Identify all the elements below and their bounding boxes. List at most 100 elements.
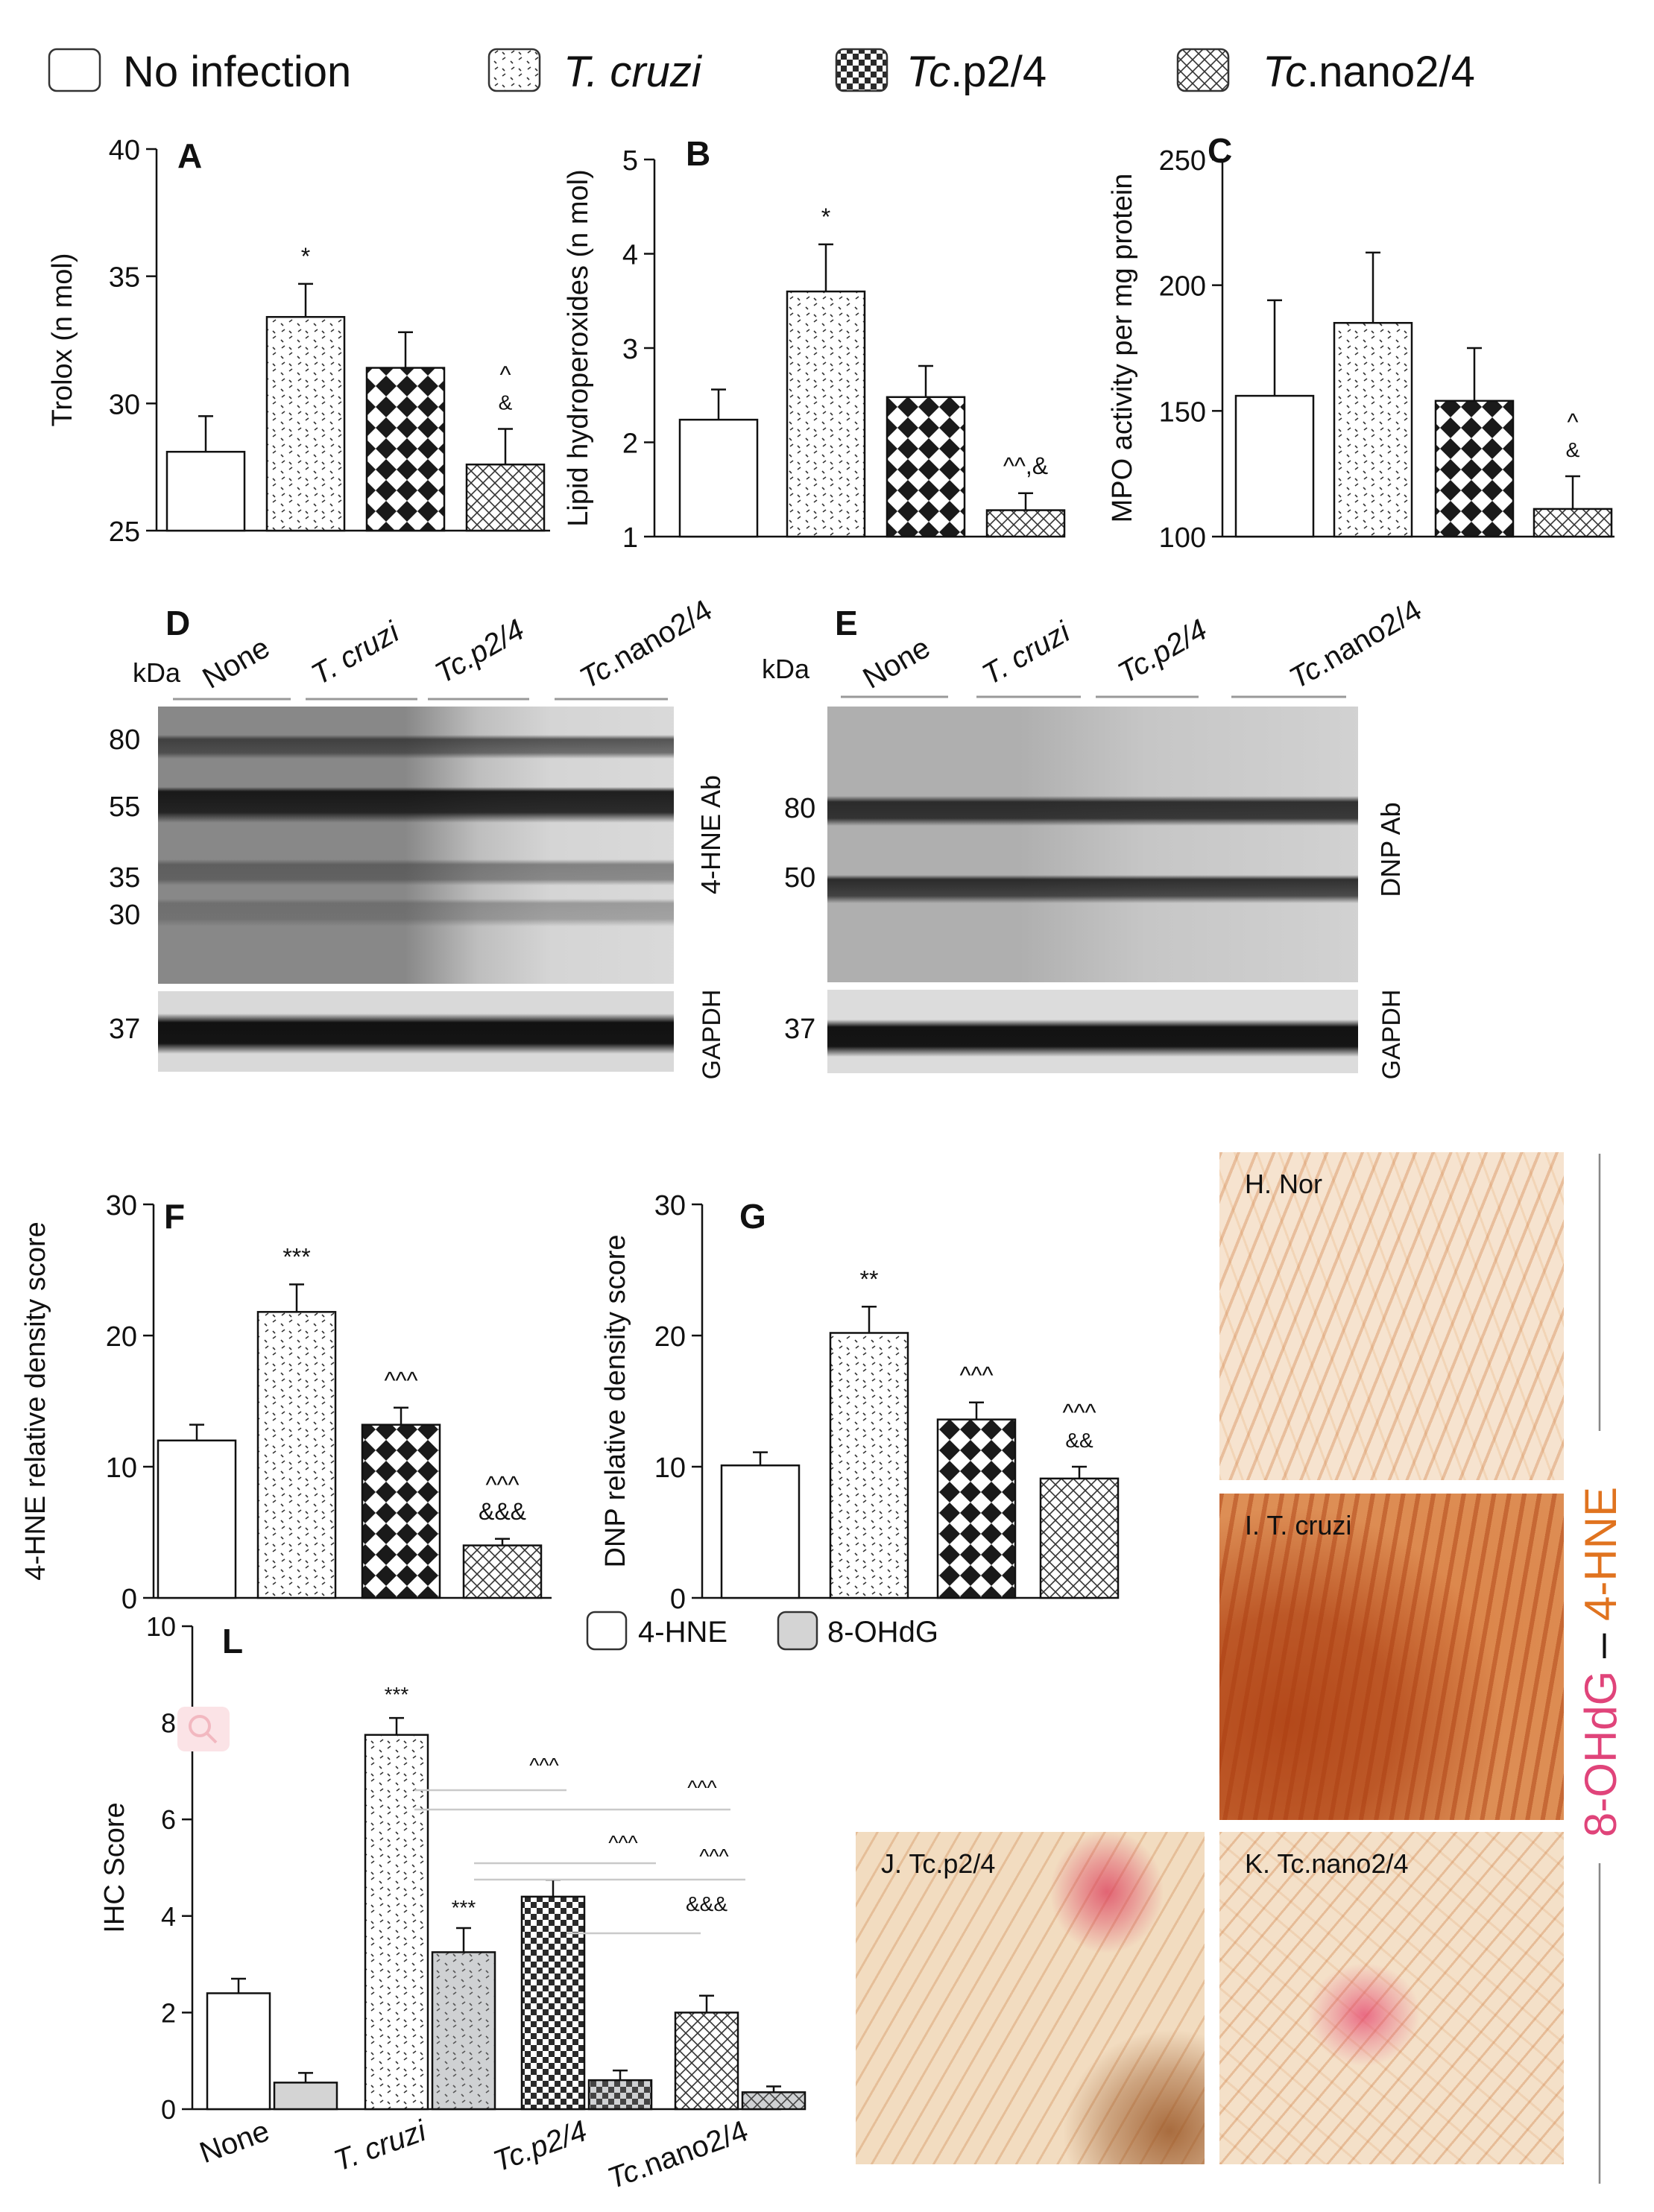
significance-marker: *** [452, 1896, 476, 1919]
panel-letter-g: G [739, 1197, 766, 1236]
y-tick-label: 150 [1159, 396, 1206, 428]
significance-marker: ** [860, 1265, 879, 1292]
blot-d-marker-55: 55 [109, 791, 140, 823]
bar [985, 509, 1066, 538]
bar [587, 2079, 653, 2111]
stain-label-8ohdg: 8-OHdG [1576, 1671, 1626, 1837]
bar [165, 450, 246, 532]
legend-item-no-infection: No infection [48, 48, 351, 96]
panel-letter-l: L [222, 1622, 243, 1660]
top-legend: No infection T. cruzi Tc.p2/4 Tc.nano2/4 [48, 48, 1475, 96]
y-tick-label: 0 [121, 1584, 137, 1615]
panel-letter-f: F [164, 1197, 185, 1236]
legend-swatch-crosshatch [1176, 48, 1230, 92]
magnifier-watermark-icon [177, 1707, 230, 1751]
significance-marker: ^^^ [1062, 1399, 1096, 1426]
chart-a: 25 30 35 40 A Trolox (n mol) * ^ & [47, 135, 550, 548]
y-axis-label: 4-HNE relative density score [20, 1222, 51, 1581]
l-legend: 4-HNE 8-OHdG [586, 1611, 938, 1651]
panel-letter-a: A [177, 136, 202, 175]
blot-d-marker-80: 80 [109, 724, 140, 756]
panel-letter-d: D [165, 604, 190, 642]
l-legend-label-4hne: 4-HNE [638, 1616, 727, 1649]
bar [786, 290, 866, 538]
l-legend-swatch-4hne [586, 1611, 628, 1651]
blot-d-kda: kDa [133, 657, 181, 688]
blot-d-lane-p24: Tc.p2/4 [430, 613, 530, 690]
significance-marker: * [821, 203, 830, 230]
micrograph-i-label: I. T. cruzi [1245, 1510, 1352, 1540]
y-tick-label: 8 [161, 1708, 176, 1739]
y-tick-label: 3 [622, 334, 638, 365]
micrograph-k: K. Tc.nano2/4 [1219, 1832, 1564, 2164]
x-category-label: T. cruzi [329, 2114, 431, 2178]
y-tick-label: 25 [109, 516, 140, 548]
significance-marker: ^^^ [608, 1831, 637, 1854]
legend-label-no-infection: No infection [123, 48, 351, 96]
significance-marker: ^^^ [959, 1362, 993, 1388]
significance-marker: ^ [1567, 408, 1578, 435]
y-tick-label: 30 [654, 1190, 686, 1222]
chart-c: 100 150 200 250 C MPO activity per mg protein… [1107, 131, 1614, 554]
significance-marker: && [1065, 1429, 1093, 1452]
blot-d-ab-label: 4-HNE Ab [695, 775, 726, 894]
stain-label: 8-OHdG – 4-HNE [1576, 1154, 1626, 2184]
blot-d-loading-marker: 37 [109, 1014, 140, 1045]
blot-e-marker-80: 80 [784, 793, 815, 824]
y-tick-label: 200 [1159, 271, 1206, 303]
bar [936, 1418, 1017, 1599]
legend-label-t-cruzi: T. cruzi [564, 48, 703, 96]
y-axis-label: DNP relative density score [600, 1234, 631, 1567]
significance-marker: ^ [499, 361, 511, 388]
blot-e-lane-p24: Tc.p2/4 [1113, 613, 1213, 690]
y-axis-label: MPO activity per mg protein [1107, 174, 1138, 523]
chart-g: 0 10 20 30 G DNP relative density score ** ^^^ ^… [600, 1190, 1120, 1615]
micrograph-h: H. Nor [1219, 1152, 1564, 1480]
blot-e-marker-50: 50 [784, 862, 815, 894]
blot-d-image [158, 707, 674, 984]
bar [741, 2091, 807, 2111]
chart-b: 1 2 3 4 5 B Lipid hydroperoxides (n mol) * ^^,& [563, 134, 1066, 554]
chart-f: 0 10 20 30 F 4-HNE relative density score *** ^… [20, 1190, 552, 1615]
legend-label-tc-nano24: Tc.nano2/4 [1263, 48, 1475, 96]
significance-marker: *** [282, 1243, 310, 1270]
blot-d-marker-30: 30 [109, 900, 140, 931]
significance-marker: ^^^ [687, 1776, 716, 1799]
significance-marker: ^^^ [485, 1471, 519, 1498]
bar [1434, 399, 1515, 538]
y-tick-label: 1 [622, 522, 638, 554]
bar [1333, 322, 1413, 538]
y-tick-label: 5 [622, 145, 638, 177]
y-tick-label: 6 [161, 1804, 176, 1835]
panel-letter-e: E [835, 604, 858, 642]
y-tick-label: 250 [1159, 145, 1206, 177]
significance-marker: & [1566, 438, 1580, 461]
significance-marker: &&& [686, 1892, 727, 1915]
y-tick-label: 4 [161, 1901, 176, 1932]
y-tick-label: 30 [109, 389, 140, 420]
significance-marker: *** [385, 1683, 409, 1706]
significance-marker: ^^^ [384, 1367, 417, 1394]
legend-item-t-cruzi: T. cruzi [487, 48, 703, 96]
y-tick-label: 10 [654, 1453, 686, 1484]
y-tick-label: 4 [622, 240, 638, 271]
l-legend-swatch-8ohdg [777, 1611, 818, 1651]
y-tick-label: 2 [622, 429, 638, 460]
x-category-label: Tc.p2/4 [489, 2114, 591, 2178]
bar [157, 1439, 237, 1599]
micrograph-j-label: J. Tc.p2/4 [881, 1848, 996, 1879]
legend-swatch-white [48, 48, 101, 92]
legend-item-tc-p24: Tc.p2/4 [835, 48, 1047, 96]
stain-label-dash: – [1576, 1621, 1626, 1671]
blot-d-lane-tcruzi: T. cruzi [306, 615, 405, 691]
micrograph-h-label: H. Nor [1245, 1169, 1323, 1199]
y-axis-label: Lipid hydroperoxides (n mol) [563, 169, 594, 526]
micrograph-k-label: K. Tc.nano2/4 [1245, 1848, 1409, 1879]
blot-e-lane-tcruzi: T. cruzi [977, 615, 1076, 691]
y-tick-label: 0 [670, 1584, 686, 1615]
micrograph-j: J. Tc.p2/4 [856, 1832, 1205, 2164]
legend-swatch-checker [835, 48, 888, 92]
legend-label-tc-p24: Tc.p2/4 [906, 48, 1047, 96]
significance-marker: ^^^ [529, 1754, 558, 1777]
y-tick-label: 10 [146, 1611, 176, 1642]
